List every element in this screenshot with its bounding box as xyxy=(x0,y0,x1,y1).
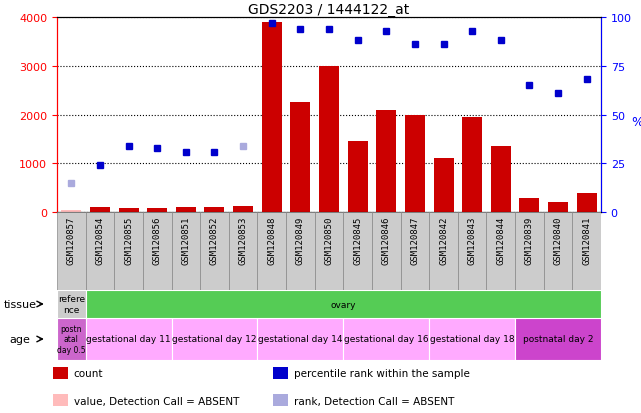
Text: GSM120845: GSM120845 xyxy=(353,216,362,265)
Bar xyxy=(233,206,253,212)
Text: gestational day 11: gestational day 11 xyxy=(87,335,171,344)
Text: GSM120855: GSM120855 xyxy=(124,216,133,265)
Bar xyxy=(176,208,196,212)
Title: GDS2203 / 1444122_at: GDS2203 / 1444122_at xyxy=(248,3,410,17)
Bar xyxy=(544,212,572,290)
Bar xyxy=(519,199,540,212)
Bar xyxy=(57,212,86,290)
Text: GSM120857: GSM120857 xyxy=(67,216,76,265)
Y-axis label: %: % xyxy=(631,115,641,128)
Text: GSM120846: GSM120846 xyxy=(382,216,391,265)
Text: GSM120839: GSM120839 xyxy=(525,216,534,265)
Bar xyxy=(405,115,425,212)
Bar xyxy=(57,318,86,360)
Bar xyxy=(548,203,568,212)
Bar xyxy=(286,212,315,290)
Bar xyxy=(272,367,288,379)
Bar xyxy=(401,212,429,290)
Bar xyxy=(376,110,396,212)
Text: GSM120852: GSM120852 xyxy=(210,216,219,265)
Bar xyxy=(57,290,86,318)
Bar xyxy=(143,212,172,290)
Text: GSM120856: GSM120856 xyxy=(153,216,162,265)
Bar xyxy=(515,318,601,360)
Bar xyxy=(86,212,114,290)
Bar xyxy=(315,212,344,290)
Bar xyxy=(344,212,372,290)
Bar xyxy=(347,142,368,212)
Text: GSM120851: GSM120851 xyxy=(181,216,190,265)
Text: GSM120844: GSM120844 xyxy=(496,216,505,265)
Bar xyxy=(90,208,110,212)
Text: tissue: tissue xyxy=(3,299,37,309)
Text: GSM120840: GSM120840 xyxy=(554,216,563,265)
Bar xyxy=(172,212,200,290)
Bar xyxy=(229,212,258,290)
Text: GSM120848: GSM120848 xyxy=(267,216,276,265)
Bar xyxy=(515,212,544,290)
Text: gestational day 14: gestational day 14 xyxy=(258,335,343,344)
Text: percentile rank within the sample: percentile rank within the sample xyxy=(294,368,469,378)
Text: value, Detection Call = ABSENT: value, Detection Call = ABSENT xyxy=(74,396,239,406)
Text: ovary: ovary xyxy=(331,300,356,309)
Bar xyxy=(200,212,229,290)
Bar xyxy=(114,212,143,290)
Bar xyxy=(258,212,286,290)
Bar xyxy=(577,194,597,212)
Text: GSM120847: GSM120847 xyxy=(410,216,419,265)
Text: GSM120853: GSM120853 xyxy=(238,216,247,265)
Bar xyxy=(487,212,515,290)
Text: age: age xyxy=(10,334,30,344)
Text: GSM120842: GSM120842 xyxy=(439,216,448,265)
Bar xyxy=(53,367,68,379)
Bar xyxy=(462,118,482,212)
Text: GSM120849: GSM120849 xyxy=(296,216,305,265)
Bar xyxy=(204,208,224,212)
Bar xyxy=(433,159,454,212)
Bar xyxy=(119,209,138,212)
Bar xyxy=(572,212,601,290)
Bar xyxy=(458,212,487,290)
Bar xyxy=(86,318,172,360)
Bar xyxy=(258,318,344,360)
Bar xyxy=(172,318,258,360)
Text: postnatal day 2: postnatal day 2 xyxy=(523,335,594,344)
Bar xyxy=(429,212,458,290)
Text: GSM120843: GSM120843 xyxy=(468,216,477,265)
Text: gestational day 18: gestational day 18 xyxy=(430,335,515,344)
Bar xyxy=(429,318,515,360)
Text: GSM120854: GSM120854 xyxy=(96,216,104,265)
Text: GSM120850: GSM120850 xyxy=(324,216,333,265)
Bar xyxy=(491,147,511,212)
Text: gestational day 12: gestational day 12 xyxy=(172,335,257,344)
Text: count: count xyxy=(74,368,103,378)
Bar xyxy=(372,212,401,290)
Bar xyxy=(62,210,81,212)
Bar xyxy=(272,394,288,406)
Bar xyxy=(53,394,68,406)
Text: refere
nce: refere nce xyxy=(58,294,85,314)
Text: rank, Detection Call = ABSENT: rank, Detection Call = ABSENT xyxy=(294,396,454,406)
Bar xyxy=(290,103,310,212)
Text: postn
atal
day 0.5: postn atal day 0.5 xyxy=(57,324,86,354)
Bar xyxy=(262,23,282,212)
Text: GSM120841: GSM120841 xyxy=(582,216,591,265)
Bar xyxy=(147,209,167,212)
Bar xyxy=(319,66,339,212)
Bar xyxy=(344,318,429,360)
Text: gestational day 16: gestational day 16 xyxy=(344,335,429,344)
